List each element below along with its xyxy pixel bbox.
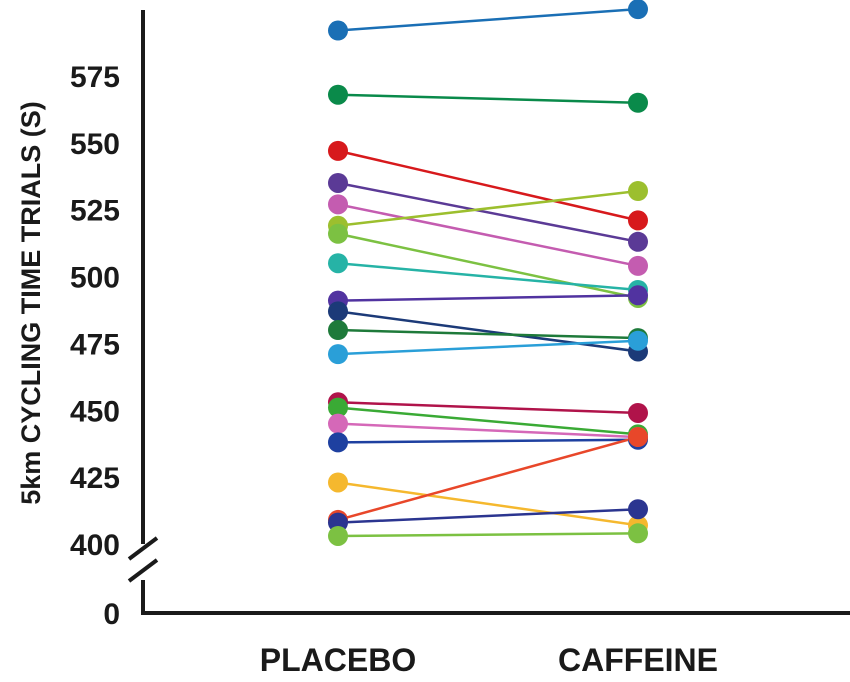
y-tick-label: 0 [103, 598, 120, 631]
series-line [337, 422, 639, 439]
y-tick-label: 400 [70, 529, 120, 562]
series-line [337, 181, 639, 244]
series-line [337, 294, 639, 302]
y-tick-label: 475 [70, 328, 120, 361]
series-line [337, 507, 639, 524]
series-lines [337, 7, 639, 538]
y-tick-label: 525 [70, 195, 120, 228]
series-line [337, 261, 639, 292]
data-point [328, 20, 348, 41]
x-category-label: PLACEBO [260, 642, 416, 678]
data-point [328, 344, 348, 365]
data-point [328, 472, 348, 493]
data-point [628, 180, 648, 201]
data-point [628, 210, 648, 231]
data-point [628, 255, 648, 276]
data-point [628, 523, 648, 544]
axes [127, 10, 850, 615]
series-line [337, 93, 639, 104]
data-point [328, 320, 348, 341]
series-line [337, 149, 639, 222]
series-line [337, 203, 639, 268]
series-line [337, 481, 639, 527]
y-tick-label: 575 [70, 61, 120, 94]
data-point [628, 427, 648, 448]
series-line [337, 438, 639, 444]
data-point [328, 432, 348, 453]
data-point [328, 223, 348, 244]
y-tick-label: 500 [70, 262, 120, 295]
series-line [337, 406, 639, 436]
series-line [337, 339, 639, 356]
category-labels: PLACEBO CAFFEINE [260, 642, 718, 678]
series-line [337, 401, 639, 415]
data-point [628, 285, 648, 306]
series-points [328, 0, 648, 546]
data-point [628, 402, 648, 423]
data-point [628, 330, 648, 351]
data-point [328, 301, 348, 322]
axis-break-mark-bottom [127, 558, 159, 583]
data-point [328, 397, 348, 418]
series-line [337, 232, 639, 300]
data-point [628, 231, 648, 252]
series-line [337, 7, 639, 32]
series-line [337, 435, 639, 522]
y-tick-label: 425 [70, 462, 120, 495]
y-tick-label: 550 [70, 128, 120, 161]
data-point [328, 253, 348, 274]
data-point [628, 0, 648, 20]
data-point [328, 194, 348, 215]
y-axis-title: 5km CYCLING TIME TRIALS (S) [16, 101, 46, 505]
series-line [337, 189, 639, 228]
data-point [328, 525, 348, 546]
axis-break-mark-top [127, 536, 159, 561]
data-point [328, 140, 348, 161]
data-point [328, 172, 348, 193]
series-line [337, 328, 639, 340]
data-point [628, 499, 648, 520]
data-point [628, 92, 648, 113]
y-tick-label: 450 [70, 395, 120, 428]
data-point [328, 413, 348, 434]
x-category-label: CAFFEINE [558, 642, 718, 678]
series-line [337, 532, 639, 538]
series-line [337, 310, 639, 353]
series-layer [328, 0, 648, 546]
data-point [328, 84, 348, 105]
y-tick-labels: 0 400 425 450 475 500 525 550 575 [70, 61, 120, 631]
